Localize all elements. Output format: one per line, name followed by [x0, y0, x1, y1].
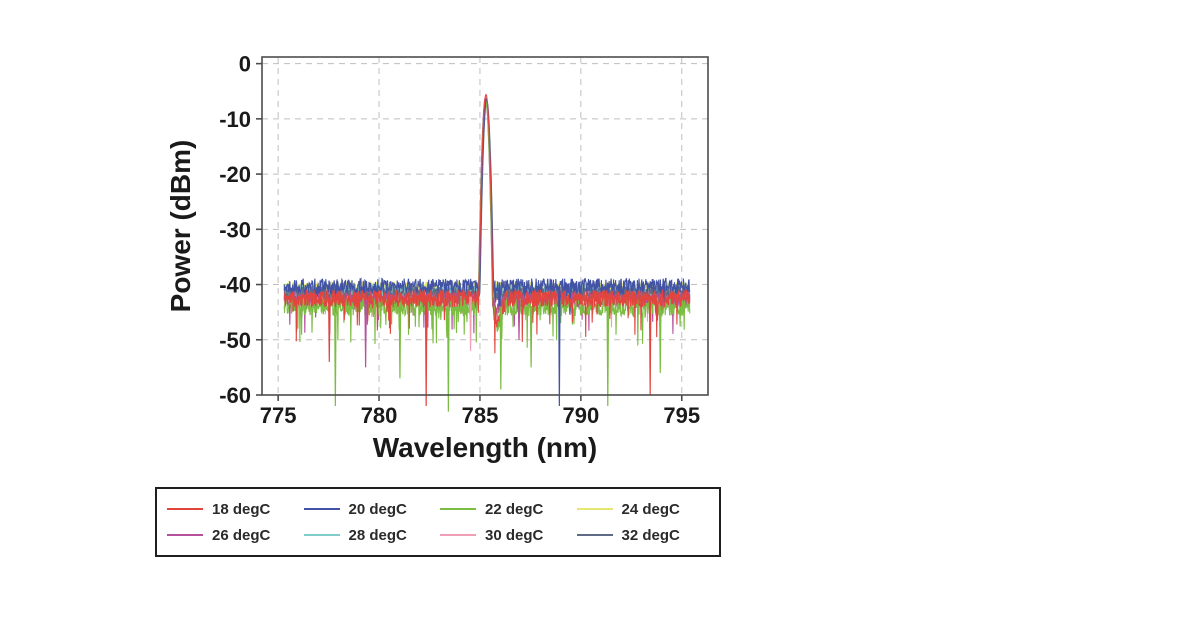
trace-28-degc [283, 100, 691, 310]
x-tick-label: 795 [663, 403, 700, 428]
legend-label-22degc: 22 degC [485, 500, 544, 518]
y-tick-label: -10 [219, 107, 251, 132]
trace-20-degc [283, 98, 691, 315]
y-tick-label: -30 [219, 217, 251, 242]
y-axis-label: Power (dBm) [165, 140, 196, 313]
legend-item-26degc: 26 degC [167, 527, 304, 544]
legend-swatch-26degc [167, 534, 203, 536]
x-axis-label: Wavelength (nm) [373, 432, 598, 463]
legend-box: 18 degC 20 degC 22 degC 24 degC 26 degC … [155, 487, 721, 557]
legend-swatch-30degc [440, 534, 476, 536]
legend-label-20degc: 20 degC [348, 500, 407, 518]
trace-22-degc [283, 99, 691, 351]
legend-label-30degc: 30 degC [485, 526, 544, 544]
legend-label-26degc: 26 degC [212, 526, 271, 544]
legend-item-24degc: 24 degC [576, 500, 714, 518]
x-tick-label: 780 [361, 403, 398, 428]
y-tick-label: -60 [219, 383, 251, 408]
legend-item-20degc: 20 degC [303, 500, 441, 518]
legend-label-28degc: 28 degC [348, 526, 407, 544]
legend-item-22degc: 22 degC [440, 501, 577, 518]
legend-swatch-32degc [576, 534, 613, 536]
x-tick-label: 775 [260, 403, 297, 428]
legend-swatch-28degc [303, 534, 340, 536]
legend-label-18degc: 18 degC [212, 500, 271, 518]
legend-item-18degc: 18 degC [167, 501, 304, 518]
legend-swatch-20degc [303, 508, 340, 510]
x-tick-label: 785 [462, 403, 499, 428]
x-tick-label: 790 [563, 403, 600, 428]
trace-18-degc [283, 93, 690, 354]
y-tick-label: -40 [219, 273, 251, 298]
legend-swatch-18degc [167, 508, 203, 510]
trace-24-degc [283, 101, 691, 309]
legend-swatch-24degc [576, 508, 613, 510]
y-tick-label: -50 [219, 328, 251, 353]
y-tick-label: -20 [219, 162, 251, 187]
legend-label-24degc: 24 degC [621, 500, 680, 518]
legend-item-32degc: 32 degC [576, 526, 714, 544]
plot-border [261, 56, 709, 396]
legend-label-32degc: 32 degC [621, 526, 680, 544]
legend-item-28degc: 28 degC [303, 526, 441, 544]
y-tick-label: 0 [239, 52, 251, 77]
legend-list: 18 degC 20 degC 22 degC 24 degC 26 degC … [157, 489, 719, 555]
legend-swatch-22degc [440, 508, 476, 510]
legend-item-30degc: 30 degC [440, 527, 577, 544]
